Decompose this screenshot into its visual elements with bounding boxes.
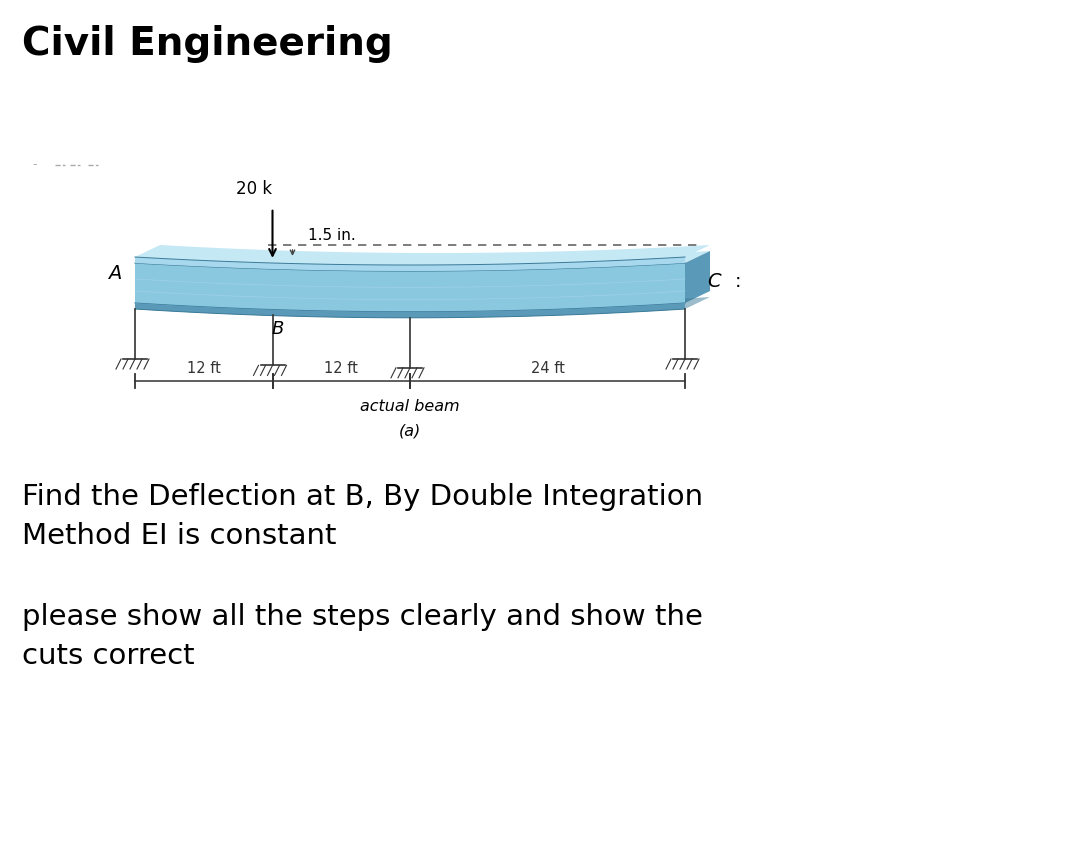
Text: please show all the steps clearly and show the
cuts correct: please show all the steps clearly and sh… bbox=[22, 603, 703, 670]
Text: 1.5 in.: 1.5 in. bbox=[308, 228, 355, 243]
Text: Find the Deflection at B, By Double Integration
Method EI is constant: Find the Deflection at B, By Double Inte… bbox=[22, 483, 703, 550]
Text: 12 ft: 12 ft bbox=[324, 361, 359, 376]
Text: 24 ft: 24 ft bbox=[530, 361, 565, 376]
Text: actual beam: actual beam bbox=[361, 399, 460, 414]
Text: :: : bbox=[735, 271, 742, 291]
Text: A: A bbox=[108, 264, 122, 282]
Text: 20 k: 20 k bbox=[237, 180, 272, 198]
Polygon shape bbox=[135, 245, 710, 265]
Polygon shape bbox=[135, 263, 685, 312]
Text: Civil Engineering: Civil Engineering bbox=[22, 25, 393, 63]
Text: -: - bbox=[32, 158, 37, 171]
Polygon shape bbox=[135, 251, 710, 271]
Polygon shape bbox=[135, 257, 685, 271]
Polygon shape bbox=[135, 303, 685, 318]
Text: C: C bbox=[707, 271, 720, 291]
Polygon shape bbox=[135, 297, 710, 318]
Text: 12 ft: 12 ft bbox=[187, 361, 220, 376]
Text: (a): (a) bbox=[399, 423, 421, 438]
Text: B: B bbox=[271, 320, 284, 338]
Polygon shape bbox=[685, 251, 710, 303]
